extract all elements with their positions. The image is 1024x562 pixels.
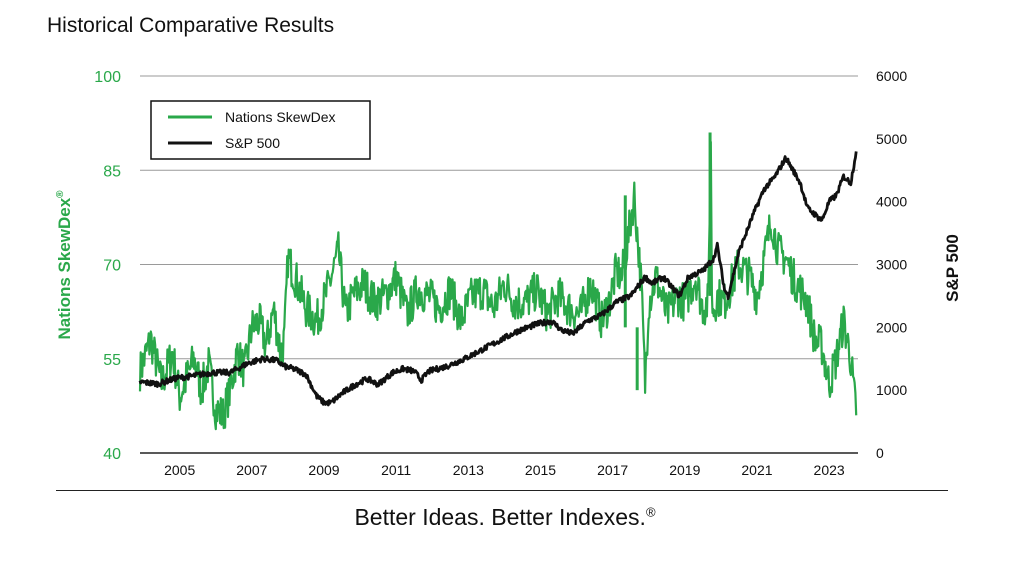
legend: Nations SkewDex S&P 500	[150, 100, 371, 160]
right-axis-label: S&P 500	[943, 234, 962, 302]
x-tick-label: 2021	[741, 462, 772, 478]
series-sp500	[138, 151, 858, 407]
x-tick-label: 2015	[525, 462, 556, 478]
x-tick-label: 2011	[381, 462, 411, 478]
right-tick-label: 3000	[876, 257, 907, 273]
x-tick-label: 2009	[308, 462, 339, 478]
x-axis-ticks: 2005 2007 2009 2011 2013 2015 2017 2019 2021 2023	[164, 462, 845, 478]
left-tick-label: 55	[103, 352, 121, 369]
right-tick-label: 0	[876, 445, 884, 461]
right-tick-label: 5000	[876, 131, 907, 147]
left-tick-label: 85	[103, 163, 121, 180]
right-tick-label: 4000	[876, 194, 907, 210]
x-tick-label: 2005	[164, 462, 195, 478]
x-tick-label: 2019	[669, 462, 700, 478]
left-tick-label: 70	[103, 258, 121, 275]
left-tick-label: 100	[94, 69, 121, 86]
footer-rule	[56, 490, 948, 491]
legend-label-sp500: S&P 500	[225, 135, 280, 151]
left-axis-ticks: 100 85 70 55 40	[94, 69, 121, 463]
left-axis-label: Nations SkewDex®	[55, 190, 74, 340]
right-tick-label: 1000	[876, 382, 907, 398]
x-tick-label: 2023	[814, 462, 845, 478]
left-tick-label: 40	[103, 446, 121, 463]
page-title: Historical Comparative Results	[47, 14, 335, 37]
legend-label-skewdex: Nations SkewDex	[225, 109, 336, 125]
right-axis-ticks: 6000 5000 4000 3000 2000 1000 0	[876, 68, 907, 461]
chart: 100 85 70 55 40 6000 5000 4000 3000 2000 1000 0 20…	[55, 68, 962, 478]
legend-box	[150, 100, 371, 160]
right-tick-label: 2000	[876, 319, 907, 335]
x-tick-label: 2007	[236, 462, 267, 478]
line-sp500	[138, 151, 858, 407]
tagline: Better Ideas. Better Indexes.®	[354, 504, 656, 530]
x-tick-label: 2013	[453, 462, 484, 478]
x-tick-label: 2017	[597, 462, 628, 478]
series-nations-skewdex	[138, 132, 858, 431]
right-tick-label: 6000	[876, 68, 907, 84]
line-nations-skewdex	[138, 140, 858, 431]
